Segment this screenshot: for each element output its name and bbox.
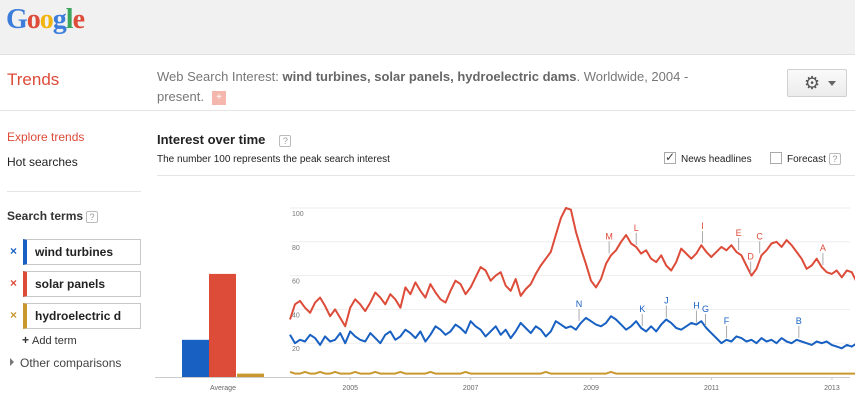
search-term-row: × solar panels [7, 271, 141, 297]
google-logo[interactable]: Google [6, 4, 85, 36]
google-plus-icon[interactable]: + [211, 90, 226, 105]
checkbox-unchecked-icon [770, 152, 782, 164]
average-bar [237, 373, 264, 377]
desc-terms: wind turbines, solar panels, hydroelectr… [282, 69, 577, 84]
logo-letter: o [39, 4, 54, 35]
add-term-link[interactable]: + Add term [22, 333, 77, 347]
help-icon[interactable]: ? [86, 210, 99, 223]
app-title[interactable]: Trends [7, 70, 60, 89]
help-icon[interactable]: ? [279, 134, 292, 147]
logo-letter: G [6, 4, 28, 35]
x-tick-label: 2011 [704, 385, 719, 392]
query-description: Web Search Interest: wind turbines, sola… [157, 67, 717, 107]
sidebar-explore-trends[interactable]: Explore trends [7, 130, 85, 144]
annotation-label: C [756, 231, 763, 241]
sidebar-hot-searches[interactable]: Hot searches [7, 155, 78, 169]
annotation-label: G [702, 304, 709, 314]
trends-header: Trends Web Search Interest: wind turbine… [0, 55, 855, 111]
logo-letter: o [26, 4, 41, 35]
x-tick-label: 2009 [583, 385, 599, 392]
logo-letter: l [65, 4, 74, 35]
logo-letter: e [72, 4, 85, 35]
x-tick-label: 2005 [342, 385, 358, 392]
desc-prefix: Web Search Interest: [157, 69, 283, 84]
annotation-label: N [576, 299, 583, 309]
annotation-label: L [634, 223, 639, 233]
add-term-label: Add term [32, 335, 77, 347]
annotation-label: E [736, 228, 742, 238]
annotation-label: B [796, 316, 802, 326]
series-line [289, 315, 855, 350]
annotation-label: H [693, 301, 700, 311]
series-line [289, 207, 855, 328]
other-comparisons-toggle[interactable]: Other comparisons [10, 356, 121, 370]
other-comparisons-label: Other comparisons [20, 356, 122, 370]
annotation-label: D [747, 252, 754, 262]
annotation-label: A [820, 243, 826, 253]
y-tick-label: 60 [292, 279, 300, 286]
top-bar: Google [0, 0, 855, 55]
y-tick-label: 20 [292, 346, 300, 353]
interest-over-time-label: Interest over time [157, 132, 266, 147]
forecast-label: Forecast [787, 154, 826, 165]
section-title: Interest over time? [157, 132, 292, 147]
search-term-input[interactable]: wind turbines [23, 239, 141, 265]
logo-letter: g [52, 4, 67, 35]
search-terms-label: Search terms [7, 209, 84, 223]
annotation-label: J [664, 296, 669, 306]
news-headlines-checkbox[interactable]: News headlines [664, 150, 752, 165]
search-terms-heading: Search terms? [7, 209, 99, 223]
remove-term-icon[interactable]: × [10, 244, 18, 258]
forecast-checkbox[interactable]: Forecast? [770, 152, 841, 166]
x-tick-label: 2013 [824, 385, 840, 392]
average-label: Average [210, 385, 236, 392]
chevron-right-icon [10, 358, 14, 366]
search-term-input[interactable]: solar panels [23, 271, 141, 297]
search-term-row: × wind turbines [7, 239, 141, 265]
x-tick-label: 2007 [463, 385, 479, 392]
desc-suffix: . Worldwide, 2004 - present. [157, 69, 689, 104]
help-icon[interactable]: ? [828, 153, 841, 166]
sidebar-divider [7, 191, 141, 192]
annotation-label: I [701, 221, 704, 231]
y-tick-label: 40 [292, 312, 300, 319]
remove-term-icon[interactable]: × [10, 276, 18, 290]
gear-icon: ⚙ [804, 73, 821, 93]
annotation-label: F [724, 316, 730, 326]
checkbox-checked-icon [664, 150, 676, 164]
average-bar [209, 273, 236, 377]
section-divider [157, 175, 855, 176]
annotation-label: M [605, 231, 613, 241]
y-tick-label: 80 [292, 245, 300, 252]
annotation-label: K [639, 304, 645, 314]
chevron-down-icon [828, 81, 836, 86]
average-bar [182, 339, 209, 377]
plus-icon: + [22, 333, 30, 347]
search-term-row: × hydroelectric d [7, 303, 141, 329]
settings-button[interactable]: ⚙ [787, 69, 847, 97]
peak-note: The number 100 represents the peak searc… [157, 154, 390, 165]
news-headlines-label: News headlines [681, 154, 752, 165]
series-line [289, 370, 855, 375]
search-term-input[interactable]: hydroelectric d [23, 303, 141, 329]
remove-term-icon[interactable]: × [10, 308, 18, 322]
y-tick-label: 100 [292, 211, 304, 218]
